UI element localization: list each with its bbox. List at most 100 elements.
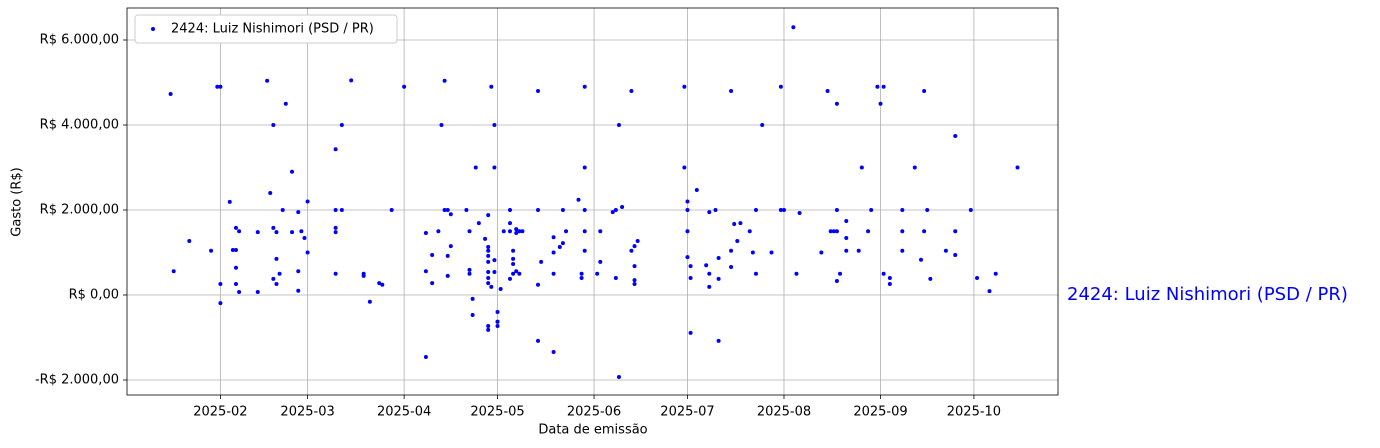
point: [442, 207, 447, 212]
plot-frame: [126, 7, 1059, 396]
point: [1015, 165, 1020, 170]
point: [489, 284, 494, 289]
point: [922, 229, 927, 234]
point: [514, 227, 519, 232]
point: [486, 259, 491, 264]
x-tick-label: 2025-06: [567, 405, 621, 420]
point: [598, 259, 603, 264]
point: [501, 229, 506, 234]
point: [233, 281, 238, 286]
point: [551, 271, 556, 276]
point: [834, 229, 839, 234]
point: [498, 287, 503, 292]
point: [296, 288, 301, 293]
point: [834, 278, 839, 283]
point: [887, 281, 892, 286]
point: [507, 276, 512, 281]
point: [682, 165, 687, 170]
point: [486, 327, 491, 332]
point: [476, 221, 481, 226]
point: [517, 229, 522, 234]
point: [797, 210, 802, 215]
point: [511, 248, 516, 253]
point: [389, 207, 394, 212]
point: [598, 229, 603, 234]
point: [551, 235, 556, 240]
point: [900, 248, 905, 253]
point: [299, 229, 304, 234]
point: [616, 375, 621, 380]
point: [448, 244, 453, 249]
point: [747, 229, 752, 234]
point: [716, 338, 721, 343]
x-axis-label: Data de emissão: [538, 423, 647, 438]
point: [168, 91, 173, 96]
point: [953, 229, 958, 234]
point: [738, 221, 743, 226]
point: [280, 207, 285, 212]
x-tick-label: 2025-04: [377, 405, 431, 420]
point: [486, 324, 491, 329]
point: [486, 244, 491, 249]
point: [582, 165, 587, 170]
y-tick-label: R$ 0,00: [69, 287, 119, 302]
point: [987, 289, 992, 294]
point: [445, 207, 450, 212]
point: [968, 207, 973, 212]
point: [464, 207, 469, 212]
point: [828, 229, 833, 234]
point: [732, 222, 737, 227]
point: [436, 229, 441, 234]
point: [704, 263, 709, 268]
point: [576, 197, 581, 202]
point: [492, 258, 497, 263]
point: [825, 89, 830, 94]
point: [511, 261, 516, 266]
point: [579, 271, 584, 276]
point: [551, 349, 556, 354]
point: [445, 273, 450, 278]
point: [900, 207, 905, 212]
point: [685, 207, 690, 212]
point: [769, 250, 774, 255]
point: [333, 230, 338, 235]
point: [844, 219, 849, 224]
point: [536, 89, 541, 94]
point: [333, 271, 338, 276]
point: [688, 330, 693, 335]
point: [483, 236, 488, 241]
point: [209, 248, 214, 253]
point: [255, 290, 260, 295]
point: [423, 230, 428, 235]
point: [514, 269, 519, 274]
point: [866, 229, 871, 234]
point: [582, 229, 587, 234]
point: [467, 229, 472, 234]
point: [486, 253, 491, 258]
point: [492, 270, 497, 275]
point: [750, 250, 755, 255]
point: [536, 207, 541, 212]
point: [367, 299, 372, 304]
point: [339, 123, 344, 128]
point: [423, 269, 428, 274]
point: [753, 207, 758, 212]
point: [218, 301, 223, 306]
point: [781, 207, 786, 212]
point: [290, 169, 295, 174]
point: [333, 225, 338, 230]
point: [218, 281, 223, 286]
point: [274, 281, 279, 286]
annotation: 2424: Luiz Nishimori (PSD / PR): [1067, 284, 1348, 305]
point: [187, 239, 192, 244]
point: [707, 271, 712, 276]
point: [778, 84, 783, 89]
point: [230, 247, 235, 252]
point: [495, 309, 500, 314]
x-tick-label: 2025-07: [660, 405, 714, 420]
point: [171, 269, 176, 274]
point: [445, 253, 450, 258]
point: [551, 250, 556, 255]
point: [296, 269, 301, 274]
